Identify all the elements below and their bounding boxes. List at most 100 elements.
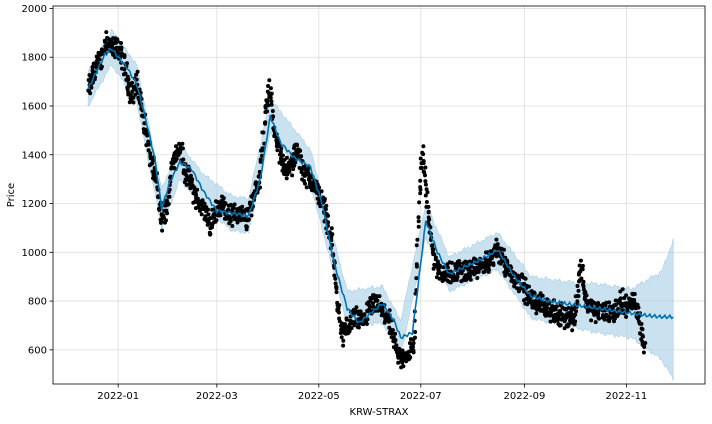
- observed-point: [246, 217, 251, 222]
- observed-point: [430, 243, 435, 248]
- observed-point: [354, 305, 359, 310]
- observed-point: [302, 179, 307, 183]
- observed-point: [221, 196, 226, 201]
- observed-point: [131, 95, 136, 100]
- observed-point: [423, 193, 428, 198]
- observed-point: [596, 312, 601, 317]
- observed-point: [445, 265, 450, 270]
- observed-point: [417, 200, 422, 205]
- observed-point: [491, 263, 496, 267]
- observed-point: [484, 259, 489, 264]
- observed-point: [574, 309, 579, 314]
- observed-point: [455, 275, 460, 279]
- observed-point: [275, 148, 280, 153]
- observed-point: [593, 320, 598, 325]
- observed-point: [172, 166, 177, 171]
- observed-point: [158, 220, 163, 225]
- observed-point: [548, 319, 553, 324]
- observed-point: [223, 201, 228, 206]
- x-tick-label: 2022-05: [298, 391, 340, 402]
- observed-point: [579, 276, 584, 281]
- observed-point: [189, 173, 193, 178]
- observed-point: [597, 316, 601, 321]
- observed-point: [411, 344, 415, 349]
- observed-point: [199, 212, 204, 217]
- observed-point: [330, 232, 335, 237]
- observed-point: [119, 45, 124, 50]
- observed-point: [337, 310, 341, 315]
- observed-point: [287, 167, 292, 172]
- observed-point: [413, 330, 418, 334]
- observed-point: [208, 232, 213, 236]
- observed-point: [90, 65, 95, 69]
- observed-point: [468, 273, 473, 278]
- observed-point: [326, 220, 331, 225]
- observed-point: [422, 170, 427, 175]
- observed-point: [371, 304, 376, 309]
- observed-point: [520, 272, 524, 277]
- observed-point: [455, 271, 460, 276]
- observed-point: [299, 154, 304, 159]
- observed-point: [380, 308, 385, 313]
- observed-point: [572, 322, 577, 327]
- observed-point: [249, 213, 254, 218]
- observed-point: [177, 141, 182, 146]
- x-axis-label: KRW-STRAX: [350, 407, 409, 418]
- observed-point: [284, 163, 289, 168]
- observed-point: [602, 317, 607, 322]
- observed-point: [203, 214, 208, 219]
- observed-point: [240, 204, 245, 209]
- y-tick-label: 800: [28, 297, 47, 308]
- observed-point: [390, 328, 395, 333]
- observed-point: [421, 152, 426, 157]
- observed-point: [362, 312, 367, 317]
- observed-point: [576, 294, 581, 299]
- observed-point: [427, 217, 432, 222]
- observed-point: [556, 316, 561, 321]
- observed-point: [244, 224, 249, 229]
- observed-point: [295, 143, 299, 148]
- observed-point: [495, 242, 500, 247]
- observed-point: [624, 293, 629, 298]
- observed-point: [424, 200, 429, 204]
- observed-point: [265, 98, 270, 103]
- observed-point: [134, 72, 139, 77]
- observed-point: [542, 308, 546, 313]
- y-tick-label: 2000: [22, 4, 47, 15]
- observed-point: [304, 185, 309, 190]
- x-tick-label: 2022-01: [97, 391, 139, 402]
- observed-point: [414, 264, 419, 269]
- observed-point: [334, 290, 339, 295]
- observed-point: [174, 156, 179, 161]
- observed-point: [267, 78, 272, 83]
- observed-point: [408, 355, 413, 360]
- observed-point: [145, 133, 150, 138]
- observed-point: [566, 306, 571, 310]
- observed-point: [437, 263, 442, 268]
- observed-point: [607, 319, 612, 324]
- observed-point: [131, 100, 136, 105]
- observed-point: [431, 252, 436, 257]
- observed-point: [636, 305, 641, 310]
- observed-point: [195, 187, 200, 192]
- observed-point: [290, 173, 295, 178]
- observed-point: [608, 304, 612, 309]
- observed-point: [128, 92, 133, 97]
- observed-point: [160, 228, 165, 233]
- observed-point: [122, 53, 127, 58]
- observed-point: [639, 321, 644, 326]
- observed-point: [581, 284, 586, 289]
- observed-point: [334, 286, 339, 291]
- observed-point: [210, 225, 214, 230]
- observed-point: [540, 293, 545, 298]
- observed-point: [279, 146, 284, 151]
- observed-point: [341, 343, 346, 348]
- observed-point: [545, 309, 550, 314]
- observed-point: [528, 299, 533, 303]
- observed-point: [180, 141, 185, 146]
- observed-point: [487, 267, 491, 272]
- observed-point: [632, 292, 637, 297]
- observed-point: [102, 38, 107, 43]
- observed-point: [266, 103, 271, 108]
